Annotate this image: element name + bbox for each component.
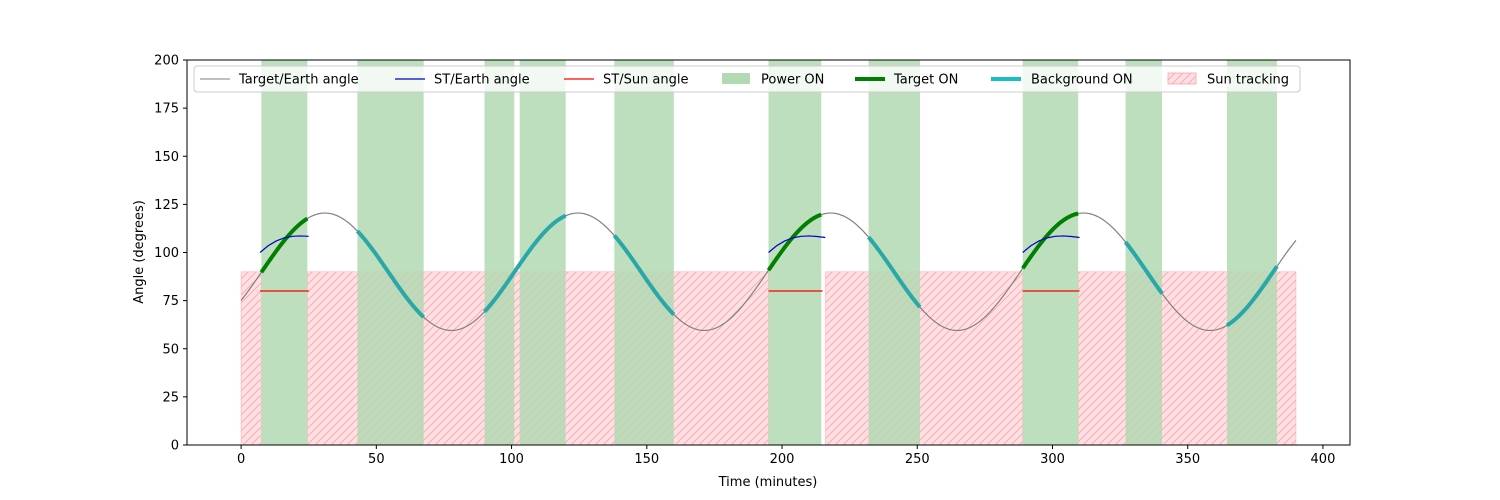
background-on-segment bbox=[612, 234, 676, 316]
legend-power-on-swatch bbox=[722, 73, 750, 84]
x-tick-label: 150 bbox=[634, 452, 659, 467]
power-on-band bbox=[768, 60, 822, 445]
background-on-segment bbox=[867, 235, 922, 309]
y-tick-label: 0 bbox=[171, 439, 179, 454]
sun-tracking-hatch bbox=[825, 271, 1023, 445]
x-axis-label: Time (minutes) bbox=[718, 475, 818, 490]
x-tick-label: 0 bbox=[237, 452, 245, 467]
power-on-band bbox=[357, 60, 424, 445]
power-on-band bbox=[1022, 60, 1079, 445]
legend-target-earth-label: Target/Earth angle bbox=[238, 73, 359, 88]
power-on-band bbox=[1226, 60, 1277, 445]
x-tick-label: 50 bbox=[368, 452, 385, 467]
on-segments-layer bbox=[259, 211, 1279, 328]
st-earth-line bbox=[1022, 235, 1080, 253]
ticks-layer: 0 50 100 150 200 250 300 350 400 0 25 50 75 100 125 150… bbox=[154, 54, 1335, 468]
legend-sun-tracking-hatch bbox=[1168, 73, 1196, 84]
background-on-segment bbox=[1225, 265, 1279, 328]
target-on-segment bbox=[1021, 211, 1079, 270]
y-tick-label: 75 bbox=[162, 294, 179, 309]
y-tick-label: 150 bbox=[154, 150, 179, 165]
legend-st-earth-label: ST/Earth angle bbox=[434, 73, 530, 88]
x-tick-label: 200 bbox=[770, 452, 795, 467]
legend: Target/Earth angle ST/Earth angle ST/Sun… bbox=[193, 65, 1301, 93]
background-on-segment bbox=[483, 213, 567, 314]
y-tick-label: 50 bbox=[162, 342, 179, 357]
power-on-band bbox=[868, 60, 920, 445]
legend-target-on-label: Target ON bbox=[893, 73, 958, 88]
target-on-segment bbox=[259, 216, 309, 274]
st-earth-line bbox=[259, 235, 309, 253]
x-tick-label: 100 bbox=[499, 452, 524, 467]
legend-power-on-label: Power ON bbox=[761, 73, 824, 88]
power-on-band bbox=[261, 60, 308, 445]
power-on-band bbox=[484, 60, 515, 445]
st-lines-layer bbox=[259, 235, 1080, 292]
legend-st-sun-label: ST/Sun angle bbox=[603, 73, 689, 88]
x-tick-label: 400 bbox=[1311, 452, 1336, 467]
y-tick-label: 200 bbox=[154, 54, 179, 69]
sun-tracking-hatch bbox=[241, 271, 262, 445]
background-on-segment bbox=[1123, 240, 1164, 295]
x-tick-label: 300 bbox=[1040, 452, 1065, 467]
target-on-segment bbox=[766, 212, 822, 272]
legend-sun-tracking-label: Sun tracking bbox=[1207, 73, 1289, 88]
y-axis-label: Angle (degrees) bbox=[132, 200, 147, 304]
plot-area bbox=[240, 60, 1297, 445]
power-on-band bbox=[614, 60, 674, 445]
st-earth-line bbox=[768, 235, 826, 253]
y-tick-label: 25 bbox=[162, 390, 179, 405]
x-tick-label: 350 bbox=[1175, 452, 1200, 467]
y-tick-label: 175 bbox=[154, 102, 179, 117]
y-tick-label: 125 bbox=[154, 198, 179, 213]
background-on-segment bbox=[355, 229, 426, 319]
x-tick-label: 250 bbox=[905, 452, 930, 467]
y-tick-label: 100 bbox=[154, 246, 179, 261]
legend-background-on-label: Background ON bbox=[1031, 73, 1133, 88]
